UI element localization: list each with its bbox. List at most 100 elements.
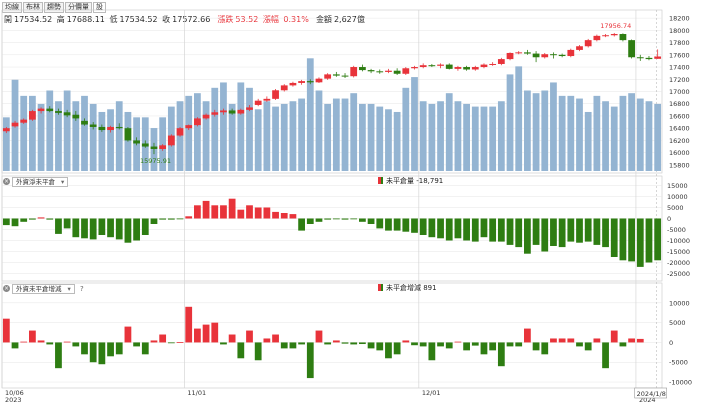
- volume-bar[interactable]: [341, 98, 349, 171]
- netoi-bar[interactable]: [289, 214, 297, 219]
- volume-bar[interactable]: [315, 90, 323, 172]
- oichange-bar[interactable]: [37, 340, 45, 343]
- volume-bar[interactable]: [289, 101, 297, 171]
- netoi-bar[interactable]: [428, 218, 436, 238]
- candle-body[interactable]: [254, 100, 262, 105]
- oichange-bar[interactable]: [385, 342, 392, 359]
- volume-bar[interactable]: [81, 95, 88, 171]
- volume-bar[interactable]: [524, 90, 531, 172]
- oichange-bar[interactable]: [359, 342, 366, 345]
- oichange-bar[interactable]: [159, 334, 167, 343]
- oichange-bar[interactable]: [497, 342, 505, 367]
- candle-body[interactable]: [315, 78, 323, 83]
- candle-body[interactable]: [176, 128, 184, 136]
- netoi-bar[interactable]: [602, 218, 609, 248]
- volume-bar[interactable]: [463, 103, 470, 171]
- netoi-bar[interactable]: [237, 209, 245, 219]
- volume-bar[interactable]: [541, 90, 549, 172]
- candle-body[interactable]: [584, 40, 592, 47]
- netoi-bar[interactable]: [541, 218, 549, 252]
- netoi-bar[interactable]: [115, 218, 123, 240]
- candle-body[interactable]: [2, 128, 10, 132]
- volume-bar[interactable]: [55, 101, 62, 171]
- netoi-bar[interactable]: [63, 218, 71, 229]
- netoi-bar[interactable]: [254, 207, 262, 219]
- netoi-bar[interactable]: [350, 218, 358, 220]
- volume-bar[interactable]: [550, 82, 557, 171]
- volume-bar[interactable]: [98, 111, 106, 171]
- volume-bar[interactable]: [194, 93, 201, 171]
- volume-bar[interactable]: [428, 103, 436, 171]
- candle-body[interactable]: [298, 81, 305, 83]
- candle-body[interactable]: [167, 135, 175, 146]
- netoi-bar[interactable]: [46, 218, 54, 220]
- net-oi-panel[interactable]: [2, 198, 662, 267]
- oichange-bar[interactable]: [619, 342, 627, 347]
- netoi-bar[interactable]: [445, 218, 453, 241]
- volume-bar[interactable]: [636, 98, 644, 171]
- netoi-bar[interactable]: [411, 218, 418, 233]
- oichange-bar[interactable]: [2, 318, 10, 343]
- netoi-bar[interactable]: [628, 218, 635, 262]
- volume-bar[interactable]: [220, 82, 227, 171]
- volume-bar[interactable]: [324, 103, 332, 171]
- volume-bar[interactable]: [237, 82, 245, 171]
- candle-body[interactable]: [628, 40, 635, 58]
- candle-body[interactable]: [602, 35, 609, 37]
- oichange-bar[interactable]: [211, 322, 219, 343]
- oichange-bar[interactable]: [63, 341, 71, 343]
- candle-body[interactable]: [524, 52, 531, 54]
- volume-bar[interactable]: [654, 103, 662, 171]
- volume-bar[interactable]: [72, 101, 80, 171]
- netoi-bar[interactable]: [81, 218, 88, 239]
- candle-body[interactable]: [393, 70, 401, 74]
- volume-bar[interactable]: [280, 103, 288, 171]
- volume-bar[interactable]: [558, 95, 566, 171]
- oichange-bar[interactable]: [480, 342, 488, 355]
- candle-body[interactable]: [376, 71, 384, 73]
- netoi-bar[interactable]: [11, 218, 19, 227]
- candle-body[interactable]: [115, 126, 123, 129]
- netoi-bar[interactable]: [489, 218, 497, 242]
- oichange-bar[interactable]: [55, 342, 62, 369]
- candle-body[interactable]: [636, 57, 644, 59]
- volume-bar[interactable]: [211, 87, 219, 171]
- netoi-bar[interactable]: [2, 218, 10, 226]
- oichange-bar[interactable]: [445, 342, 453, 349]
- candle-body[interactable]: [593, 35, 601, 41]
- oichange-bar[interactable]: [228, 334, 236, 343]
- oichange-bar[interactable]: [272, 334, 279, 343]
- volume-bar[interactable]: [419, 101, 427, 171]
- oichange-bar[interactable]: [463, 342, 470, 351]
- volume-bar[interactable]: [29, 95, 36, 171]
- oichange-bar[interactable]: [280, 342, 288, 349]
- netoi-bar[interactable]: [141, 218, 149, 236]
- volume-bar[interactable]: [63, 90, 71, 172]
- netoi-bar[interactable]: [524, 218, 531, 254]
- oichange-bar[interactable]: [402, 340, 410, 343]
- candle-body[interactable]: [237, 109, 245, 114]
- oichange-bar[interactable]: [576, 342, 583, 347]
- oichange-bar[interactable]: [150, 340, 158, 343]
- netoi-bar[interactable]: [246, 205, 253, 219]
- oichange-bar[interactable]: [489, 342, 497, 351]
- netoi-bar[interactable]: [471, 218, 479, 242]
- candle-body[interactable]: [228, 110, 236, 114]
- oichange-bar[interactable]: [20, 341, 28, 343]
- candle-body[interactable]: [567, 49, 575, 57]
- netoi-bar[interactable]: [72, 218, 80, 238]
- volume-bar[interactable]: [602, 101, 609, 171]
- oichange-bar[interactable]: [133, 342, 140, 347]
- oichange-bar[interactable]: [584, 342, 592, 351]
- candle-body[interactable]: [402, 68, 410, 74]
- volume-bar[interactable]: [628, 93, 635, 171]
- candle-body[interactable]: [194, 118, 201, 126]
- volume-bar[interactable]: [619, 95, 627, 171]
- volume-bar[interactable]: [228, 103, 236, 171]
- volume-bar[interactable]: [367, 103, 375, 171]
- volume-bar[interactable]: [272, 106, 279, 171]
- candle-body[interactable]: [211, 112, 219, 115]
- netoi-bar[interactable]: [272, 211, 279, 219]
- netoi-bar[interactable]: [341, 218, 349, 220]
- netoi-bar[interactable]: [506, 218, 514, 245]
